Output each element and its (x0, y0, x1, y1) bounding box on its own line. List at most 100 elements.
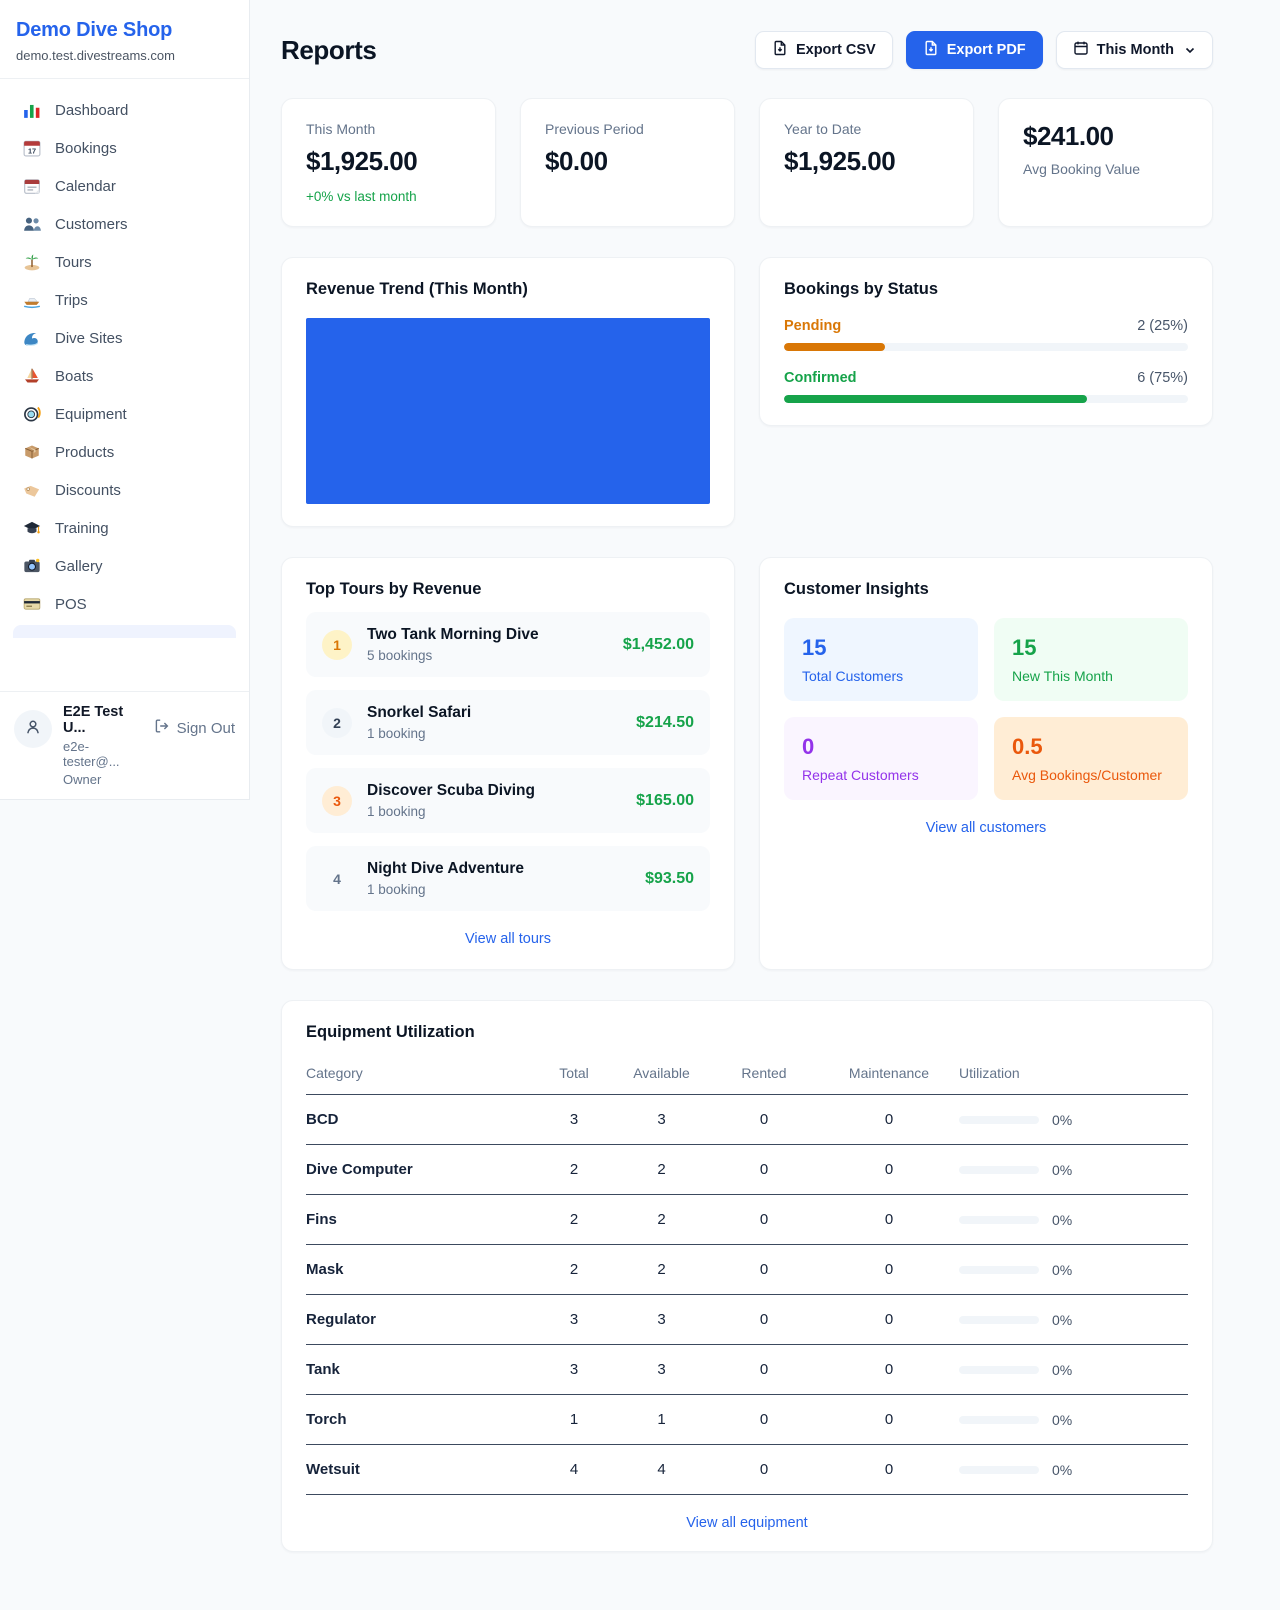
utilization-progress-track (959, 1165, 1039, 1174)
cell-rented: 0 (759, 1161, 769, 1178)
people-icon (23, 215, 41, 233)
cell-utilization: 0% (959, 1096, 1188, 1144)
brand-block: Demo Dive Shop demo.test.divestreams.com (0, 0, 249, 79)
status-head: Confirmed 6 (75%) (784, 370, 1188, 386)
bookings-by-status-card: Bookings by Status Pending 2 (25%) Confi… (759, 257, 1213, 426)
user-name: E2E Test U... (63, 704, 124, 736)
sign-out-button[interactable]: Sign Out (154, 718, 235, 738)
column-header-available: Available (633, 1065, 690, 1081)
sidebar-item-label: Discounts (55, 481, 121, 499)
sidebar-item-dashboard[interactable]: Dashboard (10, 91, 239, 129)
insights-row: Top Tours by Revenue 1 Two Tank Morning … (281, 557, 1213, 970)
sidebar-item-training[interactable]: Training (10, 509, 239, 547)
tour-revenue: $93.50 (645, 869, 694, 887)
sidebar-item-bookings[interactable]: 17 Bookings (10, 129, 239, 167)
insight-label: New This Month (1012, 668, 1113, 684)
tour-name: Two Tank Morning Dive (367, 626, 539, 643)
sailboat-icon (23, 367, 41, 385)
cell-maintenance: 0 (884, 1261, 894, 1278)
equipment-utilization-title: Equipment Utilization (306, 1023, 475, 1041)
cell-utilization: 0% (959, 1246, 1188, 1294)
status-progress-fill (784, 395, 1087, 403)
user-email: e2e-tester@... (63, 739, 120, 769)
utilization-progress-track (959, 1215, 1039, 1224)
revenue-trend-card: Revenue Trend (This Month) (281, 257, 735, 527)
cell-total: 3 (569, 1311, 579, 1328)
cell-maintenance: 0 (884, 1111, 894, 1128)
sidebar-item-gallery[interactable]: Gallery (10, 547, 239, 585)
sidebar-item-tours[interactable]: Tours (10, 243, 239, 281)
stat-label: Avg Booking Value (1023, 161, 1141, 177)
export-pdf-button[interactable]: Export PDF (905, 31, 1043, 69)
table-row: Regulator 3 3 0 0 0% (306, 1295, 1188, 1345)
sidebar-item-label: Boats (55, 367, 94, 385)
utilization-progress-track (959, 1115, 1039, 1124)
sidebar-item-dive-sites[interactable]: Dive Sites (10, 319, 239, 357)
status-count: 2 (25%) (1137, 318, 1188, 334)
export-csv-label: Export CSV (795, 42, 876, 58)
top-tours-title: Top Tours by Revenue (306, 580, 482, 598)
sidebar-item-discounts[interactable]: Discounts (10, 471, 239, 509)
sidebar-item-calendar[interactable]: Calendar (10, 167, 239, 205)
sidebar-item-customers[interactable]: Customers (10, 205, 239, 243)
cell-available: 4 (657, 1461, 666, 1478)
view-all-tours-link[interactable]: View all tours (465, 931, 551, 947)
period-dropdown[interactable]: This Month (1055, 31, 1213, 69)
column-header-total: Total (559, 1065, 589, 1081)
stat-label: Year to Date (784, 121, 862, 137)
charts-row: Revenue Trend (This Month) Bookings by S… (281, 257, 1213, 527)
sidebar-item-label: Tours (55, 253, 92, 271)
cell-maintenance: 0 (884, 1311, 894, 1328)
tag-icon (23, 481, 41, 499)
cell-total: 3 (569, 1111, 579, 1128)
package-icon (23, 443, 41, 461)
tour-bookings: 1 booking (367, 726, 426, 741)
sidebar-item-label: Calendar (55, 177, 116, 195)
stat-label: This Month (306, 121, 376, 137)
column-header-category: Category (306, 1065, 363, 1081)
sidebar-item-boats[interactable]: Boats (10, 357, 239, 395)
view-all-equipment-link[interactable]: View all equipment (686, 1515, 808, 1531)
view-all-customers-link[interactable]: View all customers (925, 820, 1047, 836)
stat-cards: This Month $1,925.00 +0% vs last month P… (281, 98, 1213, 227)
rank-badge: 3 (322, 785, 352, 816)
sidebar-item-label: Bookings (55, 139, 117, 157)
stat-delta: +0% vs last month (306, 189, 417, 204)
sidebar-item-equipment[interactable]: Equipment (10, 395, 239, 433)
chevron-down-icon (1184, 44, 1196, 56)
column-header-maintenance: Maintenance (848, 1065, 930, 1081)
sidebar-item-label: Customers (55, 215, 128, 233)
cell-rented: 0 (759, 1261, 769, 1278)
brand-domain: demo.test.divestreams.com (16, 48, 175, 63)
column-header-utilization: Utilization (959, 1065, 1020, 1081)
cell-maintenance: 0 (884, 1211, 894, 1228)
table-row: Torch 1 1 0 0 0% (306, 1395, 1188, 1445)
sidebar-item-reports-active-partial[interactable] (13, 625, 236, 638)
cell-rented: 0 (759, 1361, 769, 1378)
status-progress-track (784, 395, 1188, 403)
sidebar-item-pos[interactable]: POS (10, 585, 239, 623)
export-csv-button[interactable]: Export CSV (754, 31, 893, 69)
table-row: Fins 2 2 0 0 0% (306, 1195, 1188, 1245)
cell-rented: 0 (759, 1111, 769, 1128)
tour-bookings: 1 booking (367, 804, 426, 819)
insight-label: Total Customers (802, 668, 904, 684)
revenue-trend-title: Revenue Trend (This Month) (306, 280, 528, 298)
utilization-percent: 0% (1052, 1111, 1073, 1128)
cell-available: 1 (657, 1411, 666, 1428)
sidebar-item-trips[interactable]: Trips (10, 281, 239, 319)
sidebar-item-products[interactable]: Products (10, 433, 239, 471)
cell-rented: 0 (759, 1411, 769, 1428)
speedboat-icon (23, 291, 41, 309)
cell-rented: 0 (759, 1461, 769, 1478)
cell-total: 2 (569, 1211, 579, 1228)
cell-available: 3 (657, 1361, 666, 1378)
stat-card-this-month: This Month $1,925.00 +0% vs last month (281, 98, 496, 227)
logout-icon (154, 718, 170, 738)
page-header: Reports Export CSV Export PDF This Month (281, 31, 1213, 69)
tour-bookings: 5 bookings (367, 648, 433, 663)
cell-available: 3 (657, 1311, 666, 1328)
cell-available: 3 (657, 1111, 666, 1128)
file-download-icon (772, 40, 788, 60)
utilization-percent: 0% (1052, 1161, 1073, 1178)
